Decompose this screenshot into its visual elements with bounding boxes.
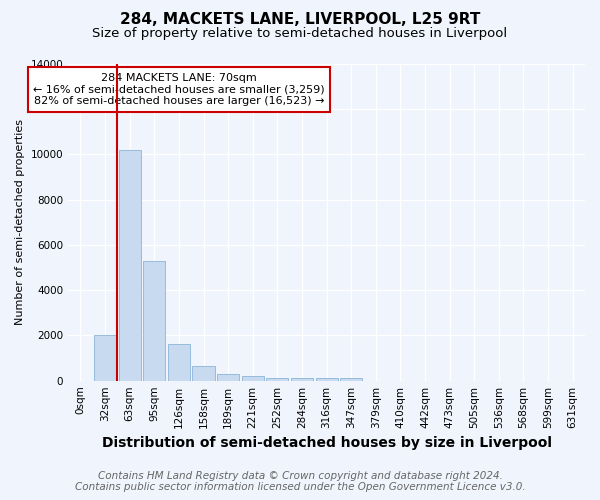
X-axis label: Distribution of semi-detached houses by size in Liverpool: Distribution of semi-detached houses by … <box>101 436 551 450</box>
Bar <box>193 366 215 380</box>
Bar <box>143 261 166 380</box>
Bar <box>217 374 239 380</box>
Bar <box>291 378 313 380</box>
Bar <box>266 378 289 380</box>
Y-axis label: Number of semi-detached properties: Number of semi-detached properties <box>15 120 25 326</box>
Text: Contains HM Land Registry data © Crown copyright and database right 2024.
Contai: Contains HM Land Registry data © Crown c… <box>74 471 526 492</box>
Bar <box>316 378 338 380</box>
Bar <box>242 376 264 380</box>
Bar <box>119 150 141 380</box>
Bar <box>168 344 190 380</box>
Text: 284 MACKETS LANE: 70sqm
← 16% of semi-detached houses are smaller (3,259)
82% of: 284 MACKETS LANE: 70sqm ← 16% of semi-de… <box>33 73 325 106</box>
Bar <box>94 336 116 380</box>
Bar <box>340 378 362 380</box>
Text: Size of property relative to semi-detached houses in Liverpool: Size of property relative to semi-detach… <box>92 28 508 40</box>
Text: 284, MACKETS LANE, LIVERPOOL, L25 9RT: 284, MACKETS LANE, LIVERPOOL, L25 9RT <box>120 12 480 28</box>
